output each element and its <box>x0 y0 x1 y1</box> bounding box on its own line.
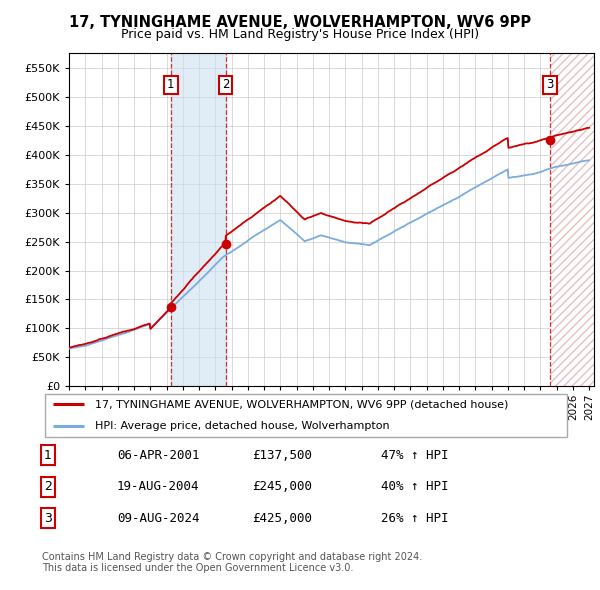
Text: 2: 2 <box>44 480 52 493</box>
Text: 40% ↑ HPI: 40% ↑ HPI <box>381 480 449 493</box>
Text: HPI: Average price, detached house, Wolverhampton: HPI: Average price, detached house, Wolv… <box>95 421 389 431</box>
Text: 19-AUG-2004: 19-AUG-2004 <box>117 480 199 493</box>
Text: 1: 1 <box>167 78 175 91</box>
Bar <box>171 53 226 386</box>
Text: 1: 1 <box>44 449 52 462</box>
Text: 3: 3 <box>547 78 554 91</box>
Bar <box>550 53 594 386</box>
Text: Price paid vs. HM Land Registry's House Price Index (HPI): Price paid vs. HM Land Registry's House … <box>121 28 479 41</box>
Bar <box>550 53 594 386</box>
Text: 2: 2 <box>222 78 229 91</box>
Text: 47% ↑ HPI: 47% ↑ HPI <box>381 449 449 462</box>
Text: £137,500: £137,500 <box>252 449 312 462</box>
Text: Contains HM Land Registry data © Crown copyright and database right 2024.
This d: Contains HM Land Registry data © Crown c… <box>42 552 422 573</box>
FancyBboxPatch shape <box>44 394 568 437</box>
Text: 3: 3 <box>44 512 52 525</box>
Text: 26% ↑ HPI: 26% ↑ HPI <box>381 512 449 525</box>
Text: 06-APR-2001: 06-APR-2001 <box>117 449 199 462</box>
Text: £425,000: £425,000 <box>252 512 312 525</box>
Text: 17, TYNINGHAME AVENUE, WOLVERHAMPTON, WV6 9PP: 17, TYNINGHAME AVENUE, WOLVERHAMPTON, WV… <box>69 15 531 30</box>
Text: 17, TYNINGHAME AVENUE, WOLVERHAMPTON, WV6 9PP (detached house): 17, TYNINGHAME AVENUE, WOLVERHAMPTON, WV… <box>95 399 508 409</box>
Text: 09-AUG-2024: 09-AUG-2024 <box>117 512 199 525</box>
Text: £245,000: £245,000 <box>252 480 312 493</box>
